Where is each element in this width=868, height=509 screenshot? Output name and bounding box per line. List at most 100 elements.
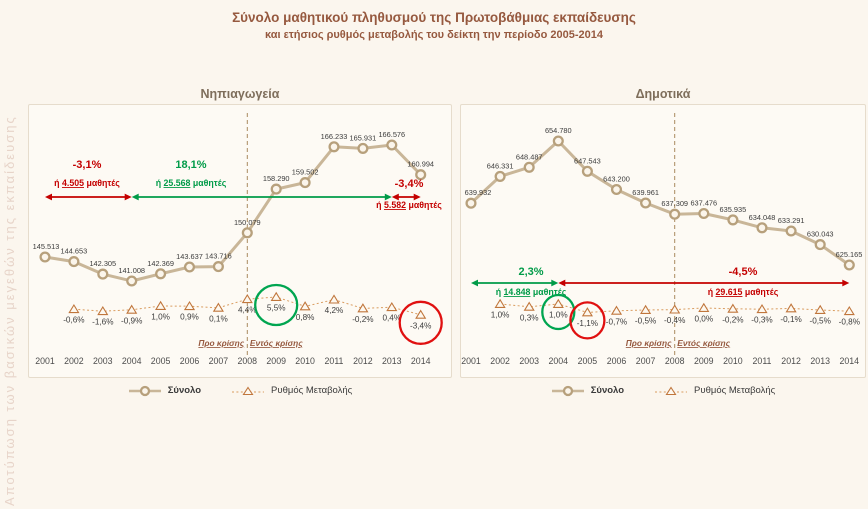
svg-text:0,4%: 0,4% [382,314,401,323]
svg-text:639.961: 639.961 [632,188,659,197]
title-block: Σύνολο μαθητικού πληθυσμού της Πρωτοβάθμ… [0,0,868,41]
svg-text:2013: 2013 [382,356,402,366]
rate-triangle [270,291,282,301]
svg-text:142.369: 142.369 [147,259,174,268]
total-marker [386,139,398,151]
legend-item-rate: Ρυθμός Μεταβολής [654,385,775,397]
svg-text:2012: 2012 [353,356,373,366]
svg-text:-4,5%: -4,5% [729,266,758,278]
legend-triangle [665,386,677,396]
rate-triangle [183,300,196,311]
svg-text:143.637: 143.637 [176,252,203,261]
svg-text:-1,1%: -1,1% [577,319,598,328]
svg-text:4,2%: 4,2% [325,306,344,315]
svg-text:143.716: 143.716 [205,252,232,261]
svg-text:2006: 2006 [180,356,200,366]
svg-text:2006: 2006 [607,356,627,366]
total-marker [494,170,506,182]
svg-text:654.780: 654.780 [545,126,572,135]
svg-text:-1,6%: -1,6% [92,318,113,327]
legend-label-total: Σύνολο [167,385,202,397]
svg-text:18,1%: 18,1% [175,159,206,171]
svg-text:Εντός κρίσης: Εντός κρίσης [677,338,730,348]
svg-text:-0,5%: -0,5% [810,317,831,326]
legend-left: Σύνολο Ρυθμός Μεταβολής [28,383,452,399]
chart-panel-left: Προ κρίσης Εντός κρίσης -0,6% -1,6% -0,9% 1,0… [28,104,452,378]
total-marker [299,177,311,189]
legend-right: Σύνολο Ρυθμός Μεταβολής [460,383,866,399]
page-subtitle: και ετήσιος ρυθμός μεταβολής του δείκτη … [265,29,603,41]
total-marker [756,222,768,234]
total-marker [814,239,826,251]
svg-text:2010: 2010 [295,356,315,366]
svg-text:2002: 2002 [490,356,510,366]
rate-series-marker-icon [232,386,265,396]
highlight-circle-green [254,283,299,327]
total-marker [610,183,623,196]
svg-text:2004: 2004 [122,356,142,366]
rate-triangle [357,303,369,313]
svg-text:2001: 2001 [461,356,481,366]
chart-section-nipiagogeia: Νηπιαγωγεία Προ κρίσης Εντός κρίσης -0,6% -… [28,87,452,399]
legend-label-total: Σύνολο [590,385,625,397]
total-marker [270,183,282,195]
svg-text:1,0%: 1,0% [491,311,510,320]
svg-text:ή 14.848 μαθητές: ή 14.848 μαθητές [496,287,567,297]
svg-text:2002: 2002 [64,356,84,366]
svg-text:2008: 2008 [665,356,685,366]
svg-text:1,0%: 1,0% [151,313,170,322]
svg-text:1,0%: 1,0% [549,311,568,320]
year-axis: 2001 2002 2003 2004 2005 2006 2007 2008 2009 2010… [461,356,859,366]
rate-triangle [212,302,224,312]
legend-item-rate: Ρυθμός Μεταβολής [231,385,352,397]
rate-triangle [698,302,710,312]
svg-text:2005: 2005 [578,356,598,366]
legend-label-rate: Ρυθμός Μεταβολής [271,385,353,397]
total-series-marker-icon [551,385,584,397]
svg-text:-0,5%: -0,5% [635,317,656,326]
legend-dot [139,385,150,397]
svg-text:-3,4%: -3,4% [410,321,431,330]
total-marker [155,268,167,280]
svg-text:2008: 2008 [238,356,258,366]
total-marker [785,225,797,237]
svg-text:166.576: 166.576 [378,130,405,139]
charts-row: Νηπιαγωγεία Προ κρίσης Εντός κρίσης -0,6% -… [28,87,868,399]
chart-panel-right: Προ κρίσης Εντός κρίσης 1,0% 0,3% 1,0% -1,1% -… [460,104,866,378]
rate-triangle [415,309,427,319]
total-marker [68,256,80,268]
kindergarten-chart-canvas: Προ κρίσης Εντός κρίσης -0,6% -1,6% -0,9% 1,0… [33,113,443,366]
svg-text:633.291: 633.291 [778,216,805,225]
total-marker [523,161,535,173]
svg-text:159.502: 159.502 [292,168,319,177]
highlight-circle-red [398,300,443,345]
total-marker [39,251,51,263]
total-series-marker-icon [128,385,161,397]
legend-dot [562,385,573,397]
chart-section-dimotika: Δημοτικά Προ κρίσης Εντός κρίσης 1,0% 0,3% 1… [460,87,866,399]
svg-text:-0,4%: -0,4% [664,316,685,325]
highlight-circles [254,283,443,345]
svg-text:-0,3%: -0,3% [751,316,772,325]
svg-text:2004: 2004 [549,356,569,366]
rate-triangle [386,301,398,312]
svg-text:2011: 2011 [753,356,772,366]
rate-series: 1,0% 0,3% 1,0% -1,1% -0,7% -0,5% -0,4% 0,0% -0,2… [491,298,860,328]
rate-triangle [843,305,855,316]
legend-item-total: Σύνολο [128,385,201,397]
svg-text:0,3%: 0,3% [520,313,539,322]
svg-text:-0,2%: -0,2% [352,315,373,324]
total-series: 145.513144.653142.305141.008142.369143.6… [33,130,434,287]
svg-text:647.543: 647.543 [574,156,601,165]
total-marker [415,169,427,181]
crisis-divider: Προ κρίσης Εντός κρίσης [626,113,731,355]
highlight-circle-red [569,301,606,340]
rate-triangle [523,301,535,311]
rate-triangle [640,304,652,314]
svg-text:160.994: 160.994 [407,160,434,169]
svg-text:-0,7%: -0,7% [606,317,627,326]
side-vertical-label: Αποτύπωση των βασικών μεγεθών της εκπαίδ… [2,115,17,506]
total-marker [669,208,681,220]
